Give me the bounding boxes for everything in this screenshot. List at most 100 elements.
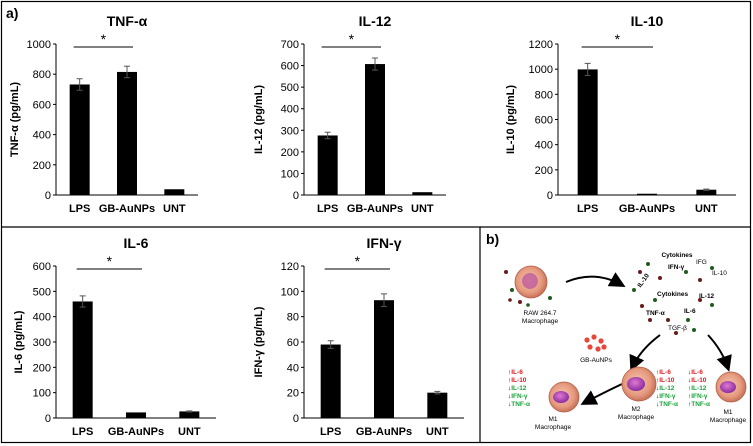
cyto-il10: IL-10 — [637, 272, 652, 289]
cytokines-inner: Cytokines — [657, 291, 688, 298]
y-tick-label: 800 — [535, 89, 553, 101]
category-label: UNT — [695, 203, 718, 215]
list-arrow: ↓ — [656, 385, 659, 392]
category-label: LPS — [72, 426, 93, 438]
list-item: ↑IL-10 — [508, 377, 527, 384]
list-arrow: ↓ — [656, 401, 659, 408]
m1-right-label2: Macrophage — [710, 417, 747, 424]
y-tick-label: 1200 — [529, 39, 553, 51]
list-text: IL-12 — [659, 385, 675, 392]
bar — [637, 193, 657, 195]
list-arrow: ↑ — [688, 385, 691, 392]
y-tick-label: 300 — [281, 125, 299, 137]
chart-tnf: TNF-α TNF-α (pg/mL) 0 200 400 600 800 1000 LPS GB… — [9, 13, 198, 215]
y-tick-label: 0 — [293, 190, 299, 202]
chart-title: IL-12 — [359, 13, 392, 29]
category-label: UNT — [426, 426, 449, 438]
list-item: ↑IL-6 — [508, 369, 523, 376]
y-tick-label: 600 — [33, 99, 51, 111]
y-axis-label: TNF-α (pg/mL) — [9, 82, 21, 158]
list-m1-left: ↑IL-6↑IL-10↓IL-12↓IFN-γ↓TNF-α — [508, 369, 530, 408]
bar — [72, 301, 93, 418]
list-item: ↑IL-6 — [656, 369, 671, 376]
y-tick-label: 300 — [33, 337, 51, 349]
bar — [320, 344, 341, 418]
chart-title: IFN-γ — [367, 235, 402, 251]
cyto-tgfb: TGF-β — [668, 325, 687, 332]
y-tick-label: 700 — [281, 39, 299, 51]
m1-left-cell — [548, 381, 580, 413]
category-label: GB-AuNPs — [619, 203, 675, 215]
bar — [577, 69, 598, 195]
y-axis-label: IL-10 (pg/mL) — [505, 85, 517, 154]
y-tick-label: 500 — [33, 286, 51, 298]
m2-cell — [621, 366, 657, 402]
bar — [374, 300, 394, 418]
list-text: IFN-γ — [659, 393, 676, 400]
y-tick-label: 0 — [45, 413, 51, 425]
y-tick-label: 1000 — [529, 64, 553, 76]
arrow-cytokines-to-m1 — [707, 334, 732, 372]
list-item: ↑TNF-α — [688, 401, 710, 408]
list-text: IFN-γ — [691, 393, 708, 400]
cyto-ifng: IFN-γ — [668, 264, 685, 271]
m1-right-label1: M1 — [723, 409, 732, 416]
significance-star: * — [615, 31, 621, 47]
cyto-tnfa: TNF-α — [646, 310, 665, 317]
list-arrow: ↑ — [688, 393, 691, 400]
arrow-raw-to-cytokines — [565, 272, 626, 287]
list-item: ↓TNF-α — [656, 401, 678, 408]
y-tick-label: 1000 — [27, 39, 51, 51]
list-arrow: ↑ — [508, 377, 511, 384]
list-text: IFN-γ — [511, 393, 528, 400]
list-m2: ↑IL-6↑IL-10↓IL-12↓IFN-γ↓TNF-α — [656, 369, 678, 408]
y-tick-label: 200 — [33, 362, 51, 374]
category-label: LPS — [69, 203, 90, 215]
list-item: ↓IL-12 — [508, 385, 527, 392]
list-text: IL-10 — [659, 377, 675, 384]
panel-a-bottom-divider — [1, 226, 481, 443]
y-tick-label: 400 — [33, 312, 51, 324]
list-item: ↑IL-12 — [688, 385, 707, 392]
list-item: ↓TNF-α — [508, 401, 530, 408]
bar — [69, 84, 90, 195]
cyto-il6: IL-6 — [684, 308, 696, 315]
bar — [412, 192, 433, 195]
list-m1-right: ↓IL-6↓IL-10↑IL-12↑IFN-γ↑TNF-α — [688, 369, 710, 408]
y-tick-label: 100 — [281, 286, 299, 298]
list-arrow: ↑ — [688, 401, 691, 408]
significance-star: * — [355, 253, 361, 269]
arrow-m2-to-m1-left — [580, 383, 623, 405]
chart-il12: IL-12 IL-12 (pg/mL) 0 100 200 300 400 500 600 700… — [253, 13, 446, 215]
y-tick-label: 200 — [535, 165, 553, 177]
y-tick-label: 400 — [281, 104, 299, 116]
list-item: ↓IFN-γ — [508, 393, 528, 400]
list-text: TNF-α — [691, 401, 710, 408]
cyto-il12: IL-12 — [699, 293, 715, 300]
category-label: LPS — [577, 203, 598, 215]
y-axis-label: IL-6 (pg/mL) — [13, 310, 25, 373]
category-label: LPS — [320, 426, 341, 438]
list-arrow: ↓ — [688, 369, 691, 376]
y-tick-label: 80 — [287, 312, 299, 324]
bar — [696, 189, 717, 195]
category-label: UNT — [411, 203, 434, 215]
cyto-top-a: IFG — [696, 259, 707, 266]
panel-label-a: a) — [6, 5, 18, 21]
chart-il6: IL-6 IL-6 (pg/mL) 0 100 200 300 400 500 600 LPS GB… — [13, 235, 216, 438]
m2-label1: M2 — [631, 406, 640, 413]
list-arrow: ↓ — [508, 393, 511, 400]
category-label: GB-AuNPs — [356, 426, 412, 438]
category-label: GB-AuNPs — [108, 426, 164, 438]
bar — [117, 71, 137, 195]
list-text: IL-10 — [511, 377, 527, 384]
chart-title: IL-6 — [124, 235, 149, 251]
gb-aunps-label: GB-AuNPs — [580, 357, 613, 364]
cyto-top-b: IL-10 — [712, 270, 727, 277]
bar — [164, 189, 185, 195]
cytokine-lists: ↑IL-6↑IL-10↓IL-12↓IFN-γ↓TNF-α↑IL-6↑IL-10… — [508, 369, 710, 408]
category-label: UNT — [163, 203, 186, 215]
